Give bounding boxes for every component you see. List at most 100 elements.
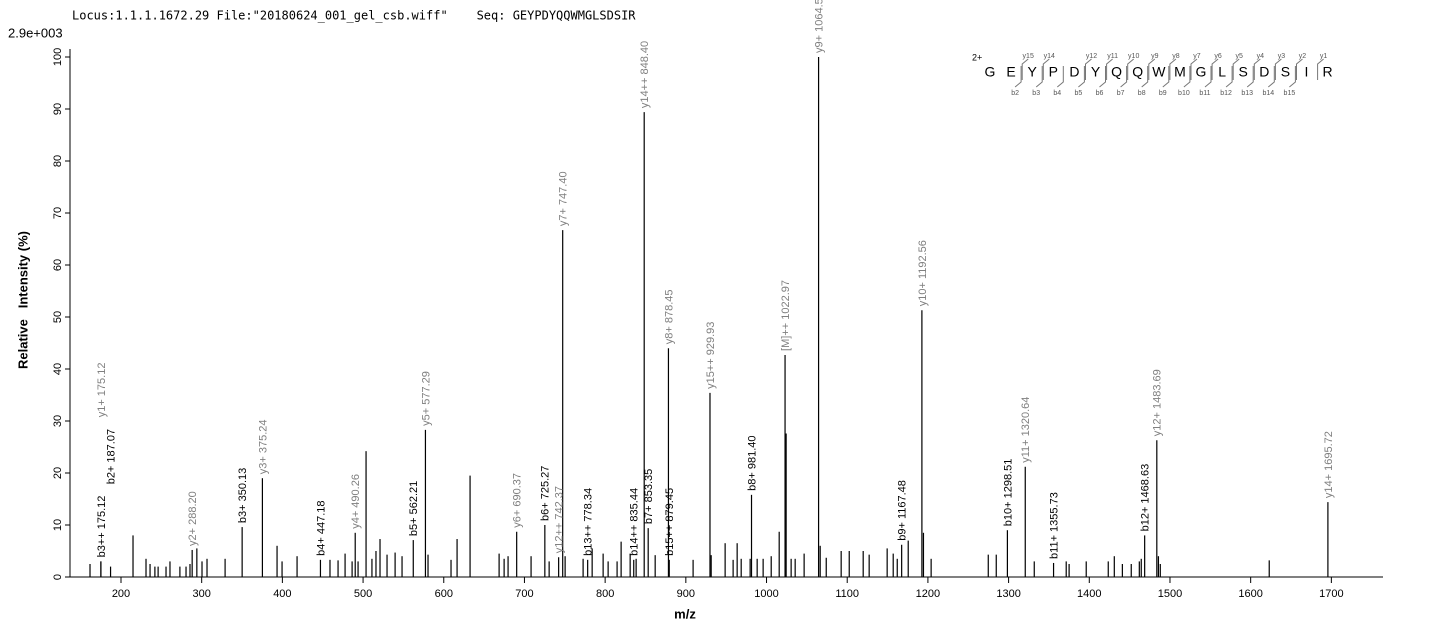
residue: Y [1028,64,1038,80]
peak-label: y4+ 490.26 [350,474,362,529]
peak-label: b5+ 562.21 [408,481,420,536]
b-ion-bracket [1120,66,1128,88]
x-tick-label: 400 [273,588,291,600]
b-ion-bracket [1204,66,1212,88]
y-ion: y14 [1044,53,1055,60]
y-ion-bracket [1296,58,1303,80]
peak-label: y7+ 747.40 [558,171,570,226]
peak-label: b15++ 879.45 [664,488,676,556]
y-ion: y15 [1023,53,1034,60]
peak-label: y14++ 848.40 [639,41,651,108]
y-axis-label: Relative Intensity (%) [15,231,30,369]
peak-label: b9+ 1167.48 [897,480,909,541]
peak-label: y14+ 1695.72 [1323,431,1335,498]
x-tick-label: 800 [596,588,614,600]
peak-label: y12+ 1483.69 [1152,369,1164,436]
b-ion: b6 [1096,90,1104,97]
residue: S [1239,64,1248,80]
peak-label: y2+ 288.20 [187,491,199,546]
y-tick-label: 10 [52,519,64,531]
x-tick-label: 300 [193,588,211,600]
b-ion: b9 [1159,90,1167,97]
residue: Q [1111,64,1122,80]
b-ion: b4 [1053,90,1061,97]
y-ion: y12 [1086,53,1097,60]
y-ion: y11 [1107,53,1118,60]
scale-label: 2.9e+003 [8,25,63,40]
y-ion-bracket [1211,58,1219,80]
residue: G [1196,64,1207,80]
x-tick-label: 500 [354,588,372,600]
b-ion-bracket [1246,66,1254,88]
x-tick-label: 1500 [1158,588,1182,600]
residue: D [1259,64,1269,80]
x-tick-label: 1400 [1077,588,1101,600]
y-ion-bracket [1253,58,1261,80]
y-tick-label: 70 [52,207,64,219]
peak-label: [M]++ 1022.97 [780,280,792,351]
peak-label: y1+ 175.12 [96,363,108,418]
residue: L [1218,64,1226,80]
b-ion-bracket [1014,66,1022,88]
y-ion: y2 [1299,53,1307,60]
b-ion-bracket [1035,66,1043,88]
x-tick-label: 700 [515,588,533,600]
peak-label: b11+ 1355.73 [1048,492,1060,559]
b-ion: b14 [1262,90,1274,97]
x-tick-label: 1100 [835,588,859,600]
peak-label: y9+ 1064.52 [813,0,825,53]
y-ion-bracket [1169,58,1177,80]
residue: I [1305,64,1309,80]
residue: P [1049,64,1058,80]
y-ion-bracket [1127,58,1135,80]
residue: E [1006,64,1015,80]
residue: G [985,64,996,80]
b-ion-bracket [1225,66,1233,88]
y-ion-bracket [1042,58,1050,80]
peak-label: b6+ 725.27 [540,466,552,521]
y-ion: y1 [1320,53,1328,60]
y-ion: y3 [1278,53,1286,60]
x-tick-label: 900 [677,588,695,600]
y-ion-bracket [1274,58,1282,80]
y-ion: y8 [1172,53,1180,60]
y-ion: y5 [1235,53,1243,60]
y-ion-bracket [1085,58,1092,80]
peak-label: y15++ 929.93 [705,322,717,389]
x-tick-label: 200 [112,588,130,600]
charge-label: 2+ [972,52,982,62]
y-ion: y6 [1214,53,1222,60]
y-ion-bracket [1232,58,1240,80]
peak-label: y11+ 1320.64 [1020,397,1032,463]
b-ion-bracket [1289,66,1296,88]
y-ion: y9 [1151,53,1159,60]
b-ion: b10 [1178,90,1190,97]
x-tick-label: 1200 [916,588,940,600]
b-ion: b11 [1199,90,1210,97]
peak-label: b3+ 350.13 [237,468,249,523]
peak-label: y5+ 577.29 [420,371,432,426]
residue: S [1281,64,1290,80]
residue: Q [1132,64,1143,80]
residue: Y [1091,64,1101,80]
residue: D [1069,64,1079,80]
residue: R [1323,64,1333,80]
b-ion: b7 [1117,90,1125,97]
peak-label: b13++ 778.34 [583,488,595,556]
chart-title: Locus:1.1.1.1672.29 File:"20180624_001_g… [72,9,636,23]
y-ion-bracket [1190,58,1198,80]
peak-label: b4+ 447.18 [315,500,327,555]
peak-label: b10+ 1298.51 [1002,459,1014,527]
y-ion-bracket [1021,58,1029,80]
peak-label: b12+ 1468.63 [1140,464,1152,532]
peak-label: b8+ 981.40 [746,435,758,490]
b-ion-bracket [1162,66,1170,88]
residue: M [1174,64,1186,80]
y-ion: y10 [1128,53,1139,60]
y-tick-label: 60 [52,259,64,271]
y-tick-label: 90 [52,103,64,115]
y-tick-label: 20 [52,467,64,479]
b-ion: b8 [1138,90,1146,97]
b-ion-bracket [1267,66,1275,88]
